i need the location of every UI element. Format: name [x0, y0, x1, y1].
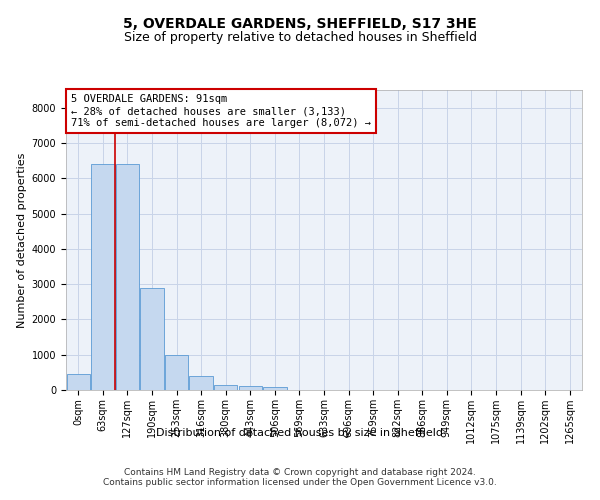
Text: Size of property relative to detached houses in Sheffield: Size of property relative to detached ho… — [124, 31, 476, 44]
Text: Distribution of detached houses by size in Sheffield: Distribution of detached houses by size … — [157, 428, 443, 438]
Bar — [214, 384, 238, 390]
Bar — [91, 164, 115, 390]
Y-axis label: Number of detached properties: Number of detached properties — [17, 152, 28, 328]
Bar — [190, 376, 213, 390]
Bar — [263, 387, 287, 390]
Bar — [239, 386, 262, 390]
Text: 5 OVERDALE GARDENS: 91sqm
← 28% of detached houses are smaller (3,133)
71% of se: 5 OVERDALE GARDENS: 91sqm ← 28% of detac… — [71, 94, 371, 128]
Bar — [67, 374, 90, 390]
Text: Contains HM Land Registry data © Crown copyright and database right 2024.
Contai: Contains HM Land Registry data © Crown c… — [103, 468, 497, 487]
Bar — [165, 354, 188, 390]
Text: 5, OVERDALE GARDENS, SHEFFIELD, S17 3HE: 5, OVERDALE GARDENS, SHEFFIELD, S17 3HE — [123, 18, 477, 32]
Bar — [116, 164, 139, 390]
Bar — [140, 288, 164, 390]
